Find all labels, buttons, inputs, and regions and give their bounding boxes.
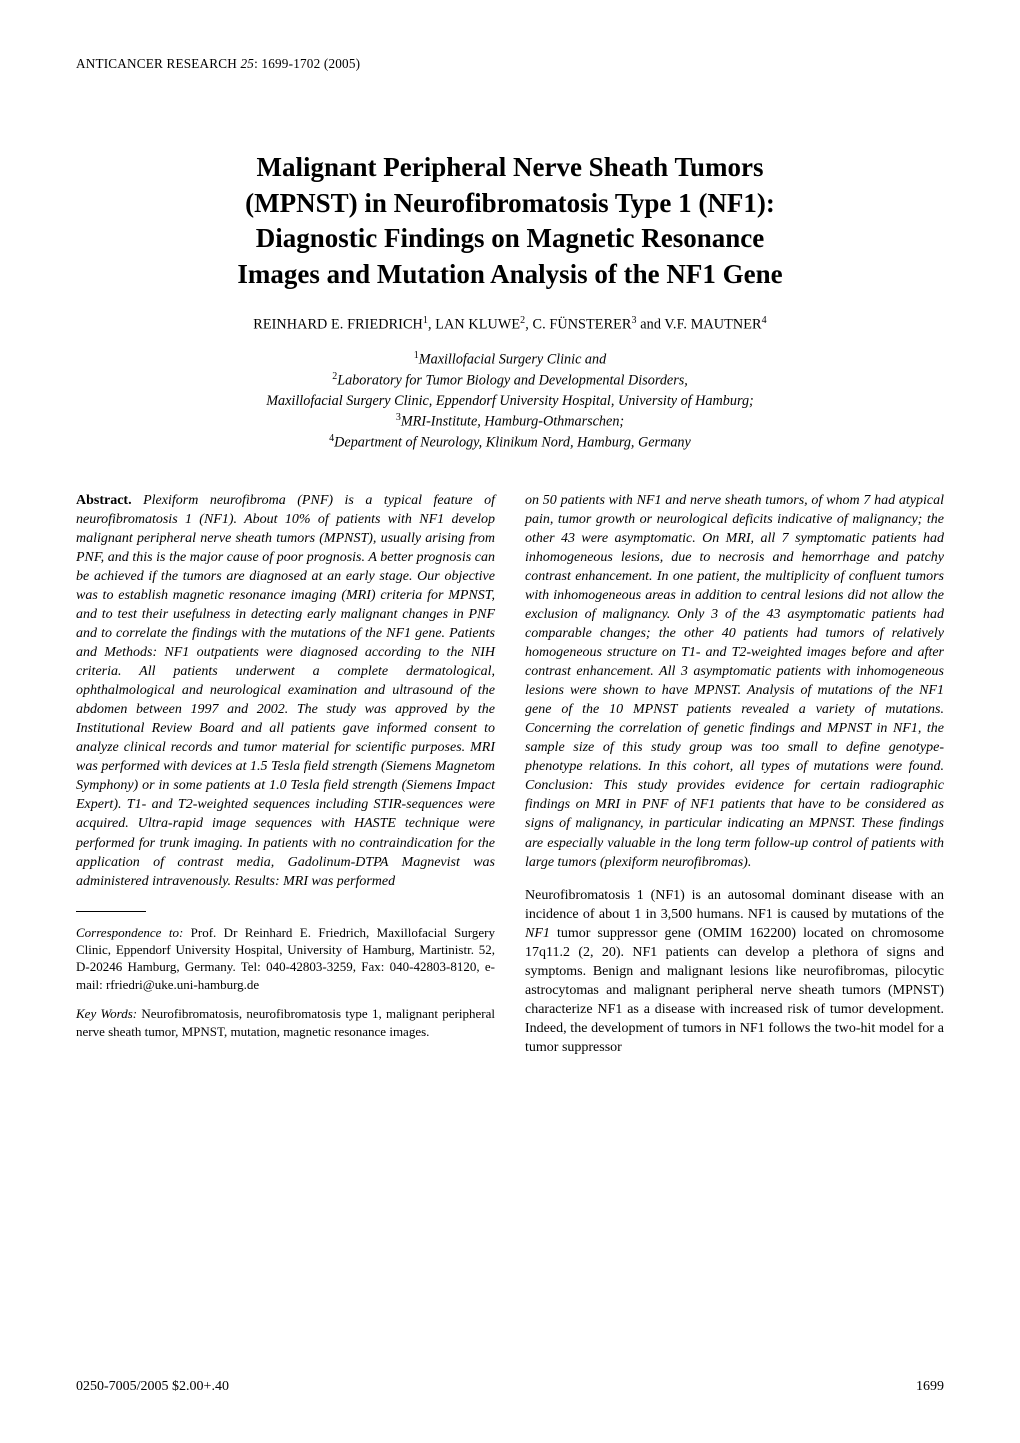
title-line-3: Diagnostic Findings on Magnetic Resonanc…: [256, 223, 765, 253]
journal-name: ANTICANCER RESEARCH: [76, 56, 240, 71]
keywords-block: Key Words: Neurofibromatosis, neurofibro…: [76, 1005, 495, 1040]
page-number: 1699: [916, 1379, 944, 1395]
affil-1: Maxillofacial Surgery Clinic and: [419, 352, 606, 368]
authors-line: REINHARD E. FRIEDRICH1, LAN KLUWE2, C. F…: [76, 315, 944, 334]
left-column: Abstract. Plexiform neurofibroma (PNF) i…: [76, 491, 495, 1057]
body-columns: Abstract. Plexiform neurofibroma (PNF) i…: [76, 491, 944, 1057]
footnote-divider: [76, 911, 146, 912]
sep: ,: [525, 316, 532, 332]
abstract-paragraph: Abstract. Plexiform neurofibroma (PNF) i…: [76, 491, 495, 891]
page-footer: 0250-7005/2005 $2.00+.40 1699: [76, 1379, 944, 1395]
correspondence-label: Correspondence to:: [76, 925, 191, 940]
title-line-4: Images and Mutation Analysis of the NF1 …: [237, 259, 782, 289]
author-1: REINHARD E. FRIEDRICH: [253, 316, 423, 332]
title-line-1: Malignant Peripheral Nerve Sheath Tumors: [257, 152, 764, 182]
title-line-2: (MPNST) in Neurofibromatosis Type 1 (NF1…: [245, 188, 775, 218]
running-head: ANTICANCER RESEARCH 25: 1699-1702 (2005): [76, 56, 944, 72]
gene-name: NF1: [525, 926, 550, 941]
volume: 25: [240, 56, 254, 71]
sep: and: [637, 316, 665, 332]
abstract-label: Abstract.: [76, 493, 143, 508]
abstract-body-left: Plexiform neurofibroma (PNF) is a typica…: [76, 493, 495, 889]
author-3: C. FÜNSTERER: [533, 316, 632, 332]
abstract-body-right: on 50 patients with NF1 and nerve sheath…: [525, 491, 944, 872]
footer-left: 0250-7005/2005 $2.00+.40: [76, 1379, 229, 1395]
article-title: Malignant Peripheral Nerve Sheath Tumors…: [130, 150, 890, 293]
author-4: V.F. MAUTNER: [664, 316, 761, 332]
affil-4: MRI-Institute, Hamburg-Othmarschen;: [401, 414, 624, 430]
keywords-label: Key Words:: [76, 1006, 141, 1021]
intro-text-b: tumor suppressor gene (OMIM 162200) loca…: [525, 926, 944, 1055]
intro-text-a: Neurofibromatosis 1 (NF1) is an autosoma…: [525, 888, 944, 922]
intro-paragraph: Neurofibromatosis 1 (NF1) is an autosoma…: [525, 886, 944, 1057]
affil-3: Maxillofacial Surgery Clinic, Eppendorf …: [266, 393, 754, 409]
affil-2: Laboratory for Tumor Biology and Develop…: [337, 373, 688, 389]
author-2: LAN KLUWE: [435, 316, 520, 332]
affiliations: 1Maxillofacial Surgery Clinic and 2Labor…: [76, 349, 944, 453]
author-4-affil: 4: [762, 315, 767, 326]
right-column: on 50 patients with NF1 and nerve sheath…: [525, 491, 944, 1057]
affil-5: Department of Neurology, Klinikum Nord, …: [334, 435, 691, 451]
pages: : 1699-1702 (2005): [254, 56, 360, 71]
correspondence-block: Correspondence to: Prof. Dr Reinhard E. …: [76, 924, 495, 994]
